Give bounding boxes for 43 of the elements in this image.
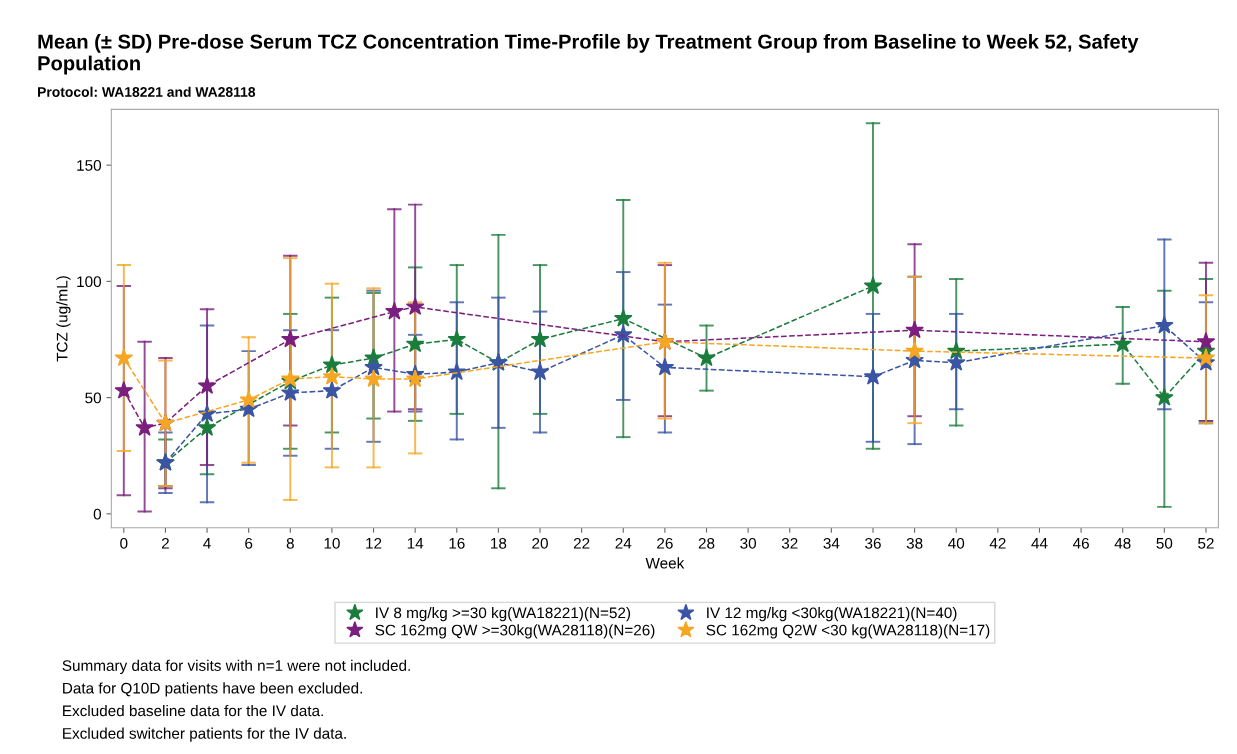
x-tick-label: 2 xyxy=(161,537,169,549)
x-tick-label: 24 xyxy=(615,537,632,549)
text: Excluded switcher patients for the IV data. xyxy=(63,727,346,742)
x-tick-label: 20 xyxy=(532,537,548,549)
y-tick-label: 100 xyxy=(77,276,102,288)
x-tick-label: 50 xyxy=(1156,537,1173,549)
legend-label: SC 162mg QW >=30kg(WA28118)(N=26) xyxy=(375,624,655,639)
chart-title: Mean (± SD) Pre-dose Serum TCZ Concentration Time-Profile by Treatment Group from Baseline to Week 52, Safety Population xyxy=(38,33,1139,75)
y-tick-label: 50 xyxy=(85,392,102,404)
x-tick-label: 22 xyxy=(573,537,590,549)
x-tick-label: 6 xyxy=(245,537,253,549)
legend-label: IV 8 mg/kg >=30 kg(WA18221)(N=52) xyxy=(376,606,631,622)
x-tick-label: 4 xyxy=(203,538,211,549)
text: Data for Q10D patients have been excluded. xyxy=(63,682,362,697)
x-tick-label: 16 xyxy=(449,537,465,549)
x-tick-label: 28 xyxy=(698,537,715,549)
x-tick-label: 36 xyxy=(865,537,881,549)
x-tick-label: 32 xyxy=(781,537,798,549)
x-tick-label: 26 xyxy=(657,537,673,549)
x-tick-label: 34 xyxy=(823,537,840,549)
x-tick-label: 40 xyxy=(948,537,965,549)
x-tick-label: 12 xyxy=(366,537,382,549)
legend-label: IV 12 mg/kg <30kg(WA18221)(N=40) xyxy=(707,606,957,622)
x-tick-label: 14 xyxy=(407,538,424,549)
x-tick-label: 38 xyxy=(906,537,923,549)
chart-subtitle: Protocol: WA18221 and WA28118 xyxy=(38,86,256,97)
y-tick-label: 0 xyxy=(93,508,102,520)
x-tick-label: 30 xyxy=(740,537,757,549)
x-tick-label: 0 xyxy=(120,537,128,549)
x-tick-label: 18 xyxy=(491,537,507,549)
x-tick-label: 10 xyxy=(324,537,340,549)
x-tick-label: 48 xyxy=(1114,537,1131,549)
x-tick-label: 42 xyxy=(989,537,1006,549)
text: Summary data for visits with n=1 were not included. xyxy=(62,659,410,674)
x-tick-label: 52 xyxy=(1198,537,1214,549)
x-tick-label: 44 xyxy=(1031,538,1048,549)
x-tick-label: 8 xyxy=(286,537,294,549)
text: Excluded baseline data for the IV data. xyxy=(63,704,323,717)
y-tick-label: 150 xyxy=(77,159,102,171)
y-axis-title: TCZ (ug/mL) xyxy=(56,276,71,362)
legend-label: SC 162mg Q2W <30 kg(WA28118)(N=17) xyxy=(706,624,990,639)
x-tick-label: 46 xyxy=(1072,537,1089,549)
x-axis-title: Week xyxy=(645,557,685,569)
